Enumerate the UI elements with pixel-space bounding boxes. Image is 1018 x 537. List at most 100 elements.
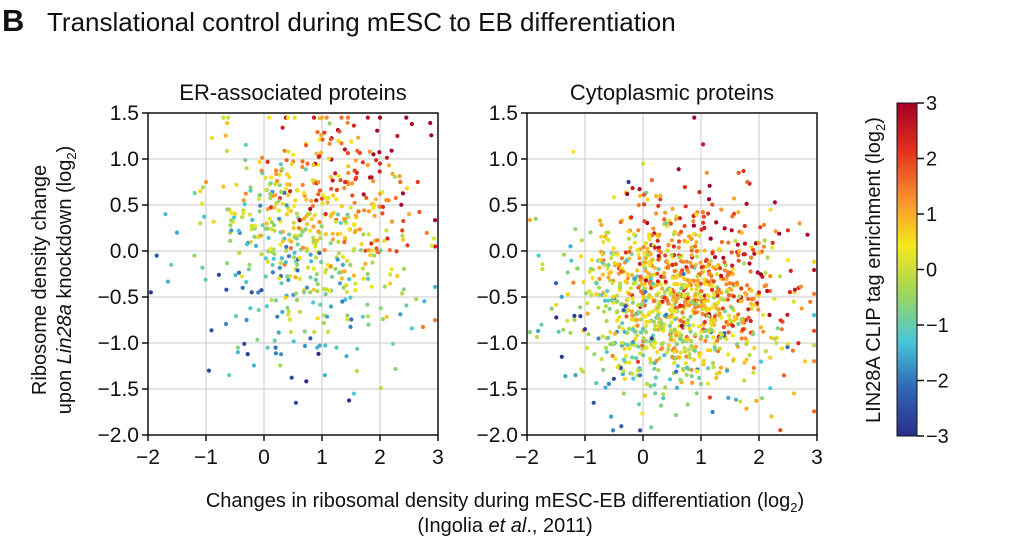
data-point — [587, 289, 592, 294]
data-point — [667, 323, 673, 328]
data-point — [695, 369, 700, 374]
data-point — [636, 402, 642, 407]
data-point — [398, 179, 403, 185]
data-point — [287, 175, 292, 180]
data-point — [597, 265, 602, 270]
data-point — [620, 326, 626, 331]
data-point — [632, 240, 637, 245]
figure-title: Translational control during mESC to EB … — [47, 7, 676, 37]
y-tick-label: 0.5 — [489, 194, 518, 217]
data-point — [714, 272, 720, 277]
x-tick-label: 1 — [316, 446, 328, 469]
data-point — [361, 232, 366, 237]
data-point — [372, 202, 377, 208]
data-point — [608, 330, 613, 335]
data-point — [399, 202, 404, 207]
data-point — [603, 293, 608, 298]
data-point — [739, 336, 744, 341]
data-point — [300, 229, 305, 234]
data-point — [284, 203, 289, 208]
data-point — [429, 243, 434, 248]
data-point — [352, 246, 357, 251]
data-point — [645, 197, 650, 202]
data-point — [615, 365, 620, 370]
data-point — [357, 227, 362, 232]
data-point — [346, 164, 351, 169]
data-point — [283, 295, 288, 300]
data-point — [654, 282, 660, 287]
y-tick-label: −2.0 — [98, 424, 139, 447]
data-point — [619, 269, 624, 274]
data-point — [342, 147, 347, 152]
data-point — [389, 148, 394, 153]
data-point — [714, 289, 719, 294]
data-point — [643, 338, 649, 344]
data-point — [660, 346, 665, 351]
data-point — [755, 270, 760, 275]
data-point — [272, 338, 277, 343]
data-point — [249, 227, 254, 232]
data-point — [644, 323, 649, 328]
data-point — [739, 230, 744, 235]
data-point — [713, 255, 718, 260]
colorbar-tick-label: 3 — [926, 93, 937, 115]
data-point — [676, 239, 682, 244]
data-point — [539, 322, 544, 327]
data-point — [746, 315, 751, 320]
data-point — [643, 256, 648, 261]
data-point — [701, 358, 707, 363]
data-point — [354, 175, 359, 180]
data-point — [744, 357, 749, 362]
data-point — [604, 349, 609, 355]
data-point — [769, 335, 774, 340]
data-point — [310, 203, 315, 209]
colorbar-tick-label: −2 — [926, 371, 949, 393]
data-point — [630, 186, 635, 191]
data-point — [739, 317, 744, 322]
data-point — [748, 318, 753, 324]
data-point — [392, 174, 397, 179]
data-point — [571, 149, 576, 154]
data-point — [338, 231, 343, 236]
data-point — [224, 287, 229, 292]
data-point — [320, 137, 325, 142]
data-point — [324, 267, 329, 272]
data-point — [725, 368, 730, 373]
data-point — [637, 261, 643, 266]
data-point — [404, 115, 409, 120]
data-point — [734, 280, 740, 285]
data-point — [611, 341, 616, 346]
data-point — [285, 182, 290, 187]
data-point — [572, 313, 577, 318]
data-point — [295, 268, 300, 273]
data-point — [605, 266, 610, 271]
data-point — [736, 249, 742, 254]
data-point — [311, 300, 316, 305]
data-point — [295, 188, 300, 193]
data-point — [323, 211, 328, 217]
data-point — [629, 309, 634, 314]
data-point — [658, 193, 663, 198]
y-tick-label: −1.0 — [98, 332, 139, 355]
data-point — [264, 304, 269, 309]
data-point — [655, 313, 661, 318]
data-point — [768, 207, 773, 212]
data-point — [561, 252, 567, 257]
data-point — [294, 236, 299, 241]
data-point — [643, 241, 649, 246]
data-point — [770, 240, 775, 245]
data-point — [356, 209, 361, 214]
data-point — [662, 353, 667, 358]
data-point — [644, 345, 649, 350]
colorbar-ticks: 3 2 1 0 −1 −2 −3 — [917, 93, 949, 448]
data-point — [749, 297, 755, 302]
data-point — [303, 167, 308, 172]
data-point — [623, 353, 629, 358]
data-point — [744, 406, 749, 411]
data-point — [268, 246, 273, 251]
data-point — [701, 220, 706, 225]
data-point — [687, 326, 692, 331]
data-point — [606, 230, 611, 235]
data-point — [345, 313, 350, 318]
data-point — [582, 327, 588, 332]
